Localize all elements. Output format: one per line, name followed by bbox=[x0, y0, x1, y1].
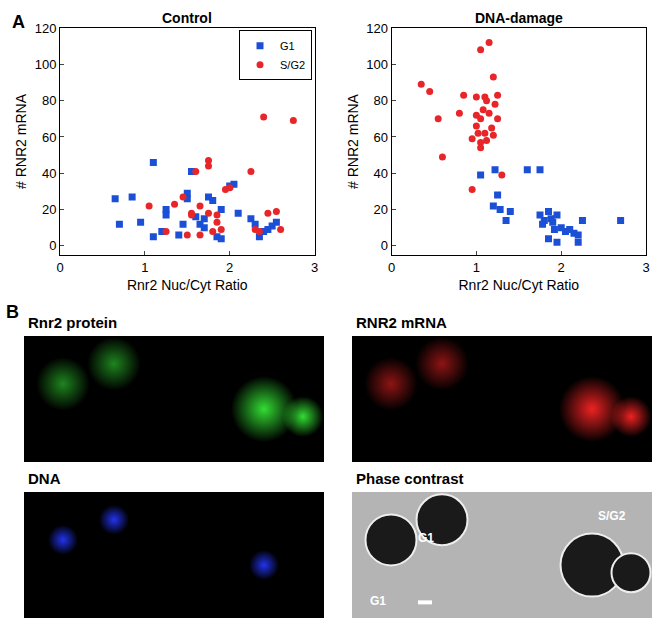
svg-text:0: 0 bbox=[56, 260, 63, 275]
svg-text:# RNR2 mRNA: # RNR2 mRNA bbox=[13, 93, 29, 189]
svg-text:G1: G1 bbox=[418, 531, 434, 545]
svg-text:100: 100 bbox=[35, 57, 57, 72]
svg-text:1: 1 bbox=[473, 260, 480, 275]
svg-text:Rnr2 protein: Rnr2 protein bbox=[28, 314, 117, 331]
svg-text:Phase contrast: Phase contrast bbox=[356, 470, 464, 487]
svg-text:40: 40 bbox=[42, 166, 56, 181]
svg-text:S/G2: S/G2 bbox=[280, 59, 305, 71]
svg-text:B: B bbox=[6, 302, 19, 322]
svg-text:60: 60 bbox=[373, 130, 387, 145]
svg-text:RNR2 mRNA: RNR2 mRNA bbox=[356, 314, 447, 331]
svg-text:2: 2 bbox=[226, 260, 233, 275]
svg-text:# RNR2 mRNA: # RNR2 mRNA bbox=[345, 93, 361, 189]
svg-text:DNA: DNA bbox=[28, 470, 61, 487]
svg-text:S/G2: S/G2 bbox=[598, 509, 626, 523]
svg-text:1: 1 bbox=[141, 260, 148, 275]
svg-text:Rnr2 Nuc/Cyt Ratio: Rnr2 Nuc/Cyt Ratio bbox=[127, 277, 248, 293]
svg-text:2: 2 bbox=[558, 260, 565, 275]
svg-text:G1: G1 bbox=[280, 40, 295, 52]
svg-text:DNA-damage: DNA-damage bbox=[475, 10, 563, 26]
svg-text:3: 3 bbox=[311, 260, 318, 275]
svg-text:Control: Control bbox=[162, 10, 212, 26]
svg-text:G1: G1 bbox=[370, 594, 386, 608]
svg-text:120: 120 bbox=[366, 21, 388, 36]
svg-text:60: 60 bbox=[42, 130, 56, 145]
svg-text:80: 80 bbox=[42, 93, 56, 108]
svg-text:80: 80 bbox=[373, 93, 387, 108]
svg-text:A: A bbox=[12, 12, 25, 32]
svg-text:20: 20 bbox=[373, 202, 387, 217]
svg-text:0: 0 bbox=[381, 238, 388, 253]
svg-text:100: 100 bbox=[366, 57, 388, 72]
svg-text:0: 0 bbox=[49, 238, 56, 253]
svg-text:0: 0 bbox=[388, 260, 395, 275]
svg-text:3: 3 bbox=[642, 260, 649, 275]
svg-text:20: 20 bbox=[42, 202, 56, 217]
svg-text:120: 120 bbox=[35, 21, 57, 36]
svg-text:Rnr2 Nuc/Cyt Ratio: Rnr2 Nuc/Cyt Ratio bbox=[459, 277, 580, 293]
svg-text:40: 40 bbox=[373, 166, 387, 181]
